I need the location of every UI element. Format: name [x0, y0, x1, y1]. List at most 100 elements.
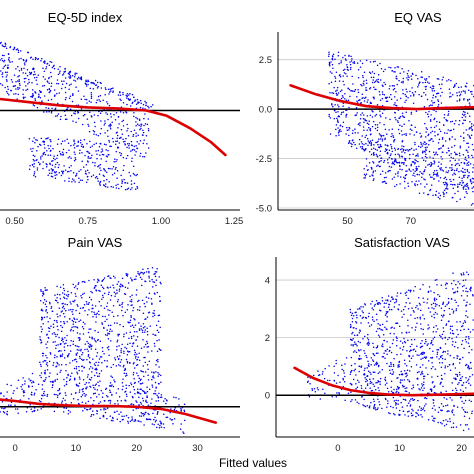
- data-point: [423, 170, 426, 173]
- data-point: [109, 124, 111, 126]
- data-point: [393, 70, 395, 73]
- data-point: [353, 334, 356, 336]
- data-point: [435, 92, 438, 95]
- data-point: [135, 151, 137, 153]
- data-point: [436, 120, 438, 123]
- data-point: [25, 85, 27, 87]
- data-point: [113, 379, 115, 381]
- data-point: [86, 175, 89, 178]
- data-point: [418, 180, 420, 182]
- data-point: [431, 376, 433, 378]
- data-point: [133, 149, 136, 151]
- data-point: [151, 371, 153, 373]
- data-point: [50, 61, 53, 64]
- data-point: [417, 160, 419, 163]
- data-point: [369, 61, 372, 63]
- data-point: [448, 336, 450, 339]
- data-point: [36, 139, 38, 142]
- data-point: [416, 371, 419, 374]
- data-point: [439, 198, 441, 200]
- data-point: [51, 170, 54, 172]
- data-point: [390, 351, 393, 354]
- data-point: [43, 143, 46, 146]
- data-point: [65, 339, 68, 342]
- data-point: [373, 97, 375, 100]
- data-point: [421, 76, 424, 78]
- data-point: [11, 61, 13, 63]
- data-point: [98, 173, 101, 175]
- y-tick-label: 0: [265, 391, 270, 402]
- data-point: [434, 368, 437, 370]
- data-point: [420, 136, 422, 138]
- data-point: [381, 112, 384, 114]
- data-point: [436, 169, 438, 172]
- data-point: [458, 99, 461, 102]
- data-point: [117, 388, 120, 390]
- data-point: [67, 157, 70, 159]
- data-point: [368, 365, 370, 368]
- data-point: [329, 379, 331, 382]
- data-point: [394, 153, 397, 156]
- data-point: [63, 322, 66, 325]
- data-point: [365, 378, 368, 381]
- data-point: [101, 347, 104, 349]
- data-point: [357, 340, 360, 343]
- data-point: [404, 187, 406, 189]
- data-point: [404, 305, 406, 308]
- data-point: [68, 318, 71, 320]
- data-point: [117, 183, 119, 186]
- data-point: [89, 111, 91, 113]
- data-point: [376, 124, 379, 126]
- data-point: [420, 76, 422, 78]
- data-point: [112, 90, 114, 92]
- data-point: [401, 134, 403, 136]
- data-point: [71, 311, 73, 313]
- data-point: [367, 169, 369, 171]
- data-point: [42, 61, 45, 63]
- data-point: [465, 381, 468, 383]
- data-point: [137, 101, 139, 104]
- data-point: [454, 291, 457, 293]
- data-point: [75, 365, 78, 368]
- data-point: [88, 279, 90, 282]
- data-point: [454, 341, 457, 344]
- data-point: [458, 123, 460, 126]
- data-point: [70, 340, 72, 342]
- data-point: [432, 157, 434, 159]
- data-point: [126, 395, 128, 398]
- data-point: [157, 320, 160, 322]
- data-point: [86, 408, 89, 411]
- data-point: [470, 400, 472, 403]
- data-point: [403, 133, 405, 135]
- data-point: [91, 307, 93, 310]
- data-point: [122, 91, 124, 94]
- data-point: [88, 345, 90, 347]
- data-point: [132, 409, 134, 411]
- data-point: [77, 117, 80, 120]
- data-point: [398, 360, 401, 363]
- data-point: [55, 320, 58, 322]
- data-point: [466, 411, 469, 414]
- data-point: [40, 400, 42, 403]
- data-point: [462, 167, 464, 170]
- data-point: [370, 153, 373, 156]
- data-point: [94, 384, 97, 387]
- data-point: [130, 382, 132, 384]
- data-point: [127, 127, 129, 130]
- data-point: [95, 372, 98, 374]
- data-point: [439, 346, 442, 349]
- data-point: [382, 70, 385, 73]
- data-point: [460, 161, 463, 164]
- data-point: [367, 360, 369, 362]
- data-point: [71, 74, 74, 77]
- data-point: [57, 389, 59, 392]
- data-point: [384, 150, 386, 153]
- data-point: [31, 96, 34, 98]
- data-point: [441, 378, 443, 380]
- data-point: [391, 161, 394, 164]
- data-point: [85, 83, 88, 86]
- data-point: [391, 342, 394, 345]
- data-point: [38, 143, 41, 146]
- data-point: [465, 287, 467, 289]
- data-point: [63, 80, 65, 82]
